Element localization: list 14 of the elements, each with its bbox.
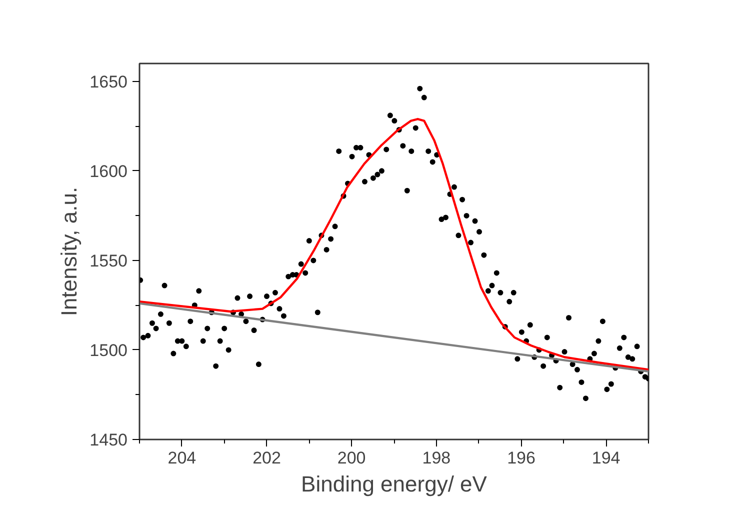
y-tick-label: 1500 — [90, 340, 128, 360]
x-tick-label: 204 — [168, 448, 196, 468]
x-tick-label: 200 — [337, 448, 366, 468]
x-axis-title: Binding energy/ eV — [301, 472, 488, 496]
y-tick-label: 1650 — [90, 72, 128, 92]
x-tick-label: 194 — [592, 448, 620, 468]
x-tick-label: 198 — [422, 448, 451, 468]
y-tick-label: 1450 — [90, 430, 128, 450]
y-tick-label: 1600 — [90, 162, 128, 181]
y-axis-title: Intensity, a.u. — [56, 186, 82, 316]
line-series — [140, 118, 648, 371]
x-tick-label: 196 — [507, 448, 536, 468]
x-tick-label: 202 — [252, 448, 281, 468]
y-tick-label: 1550 — [90, 251, 128, 270]
